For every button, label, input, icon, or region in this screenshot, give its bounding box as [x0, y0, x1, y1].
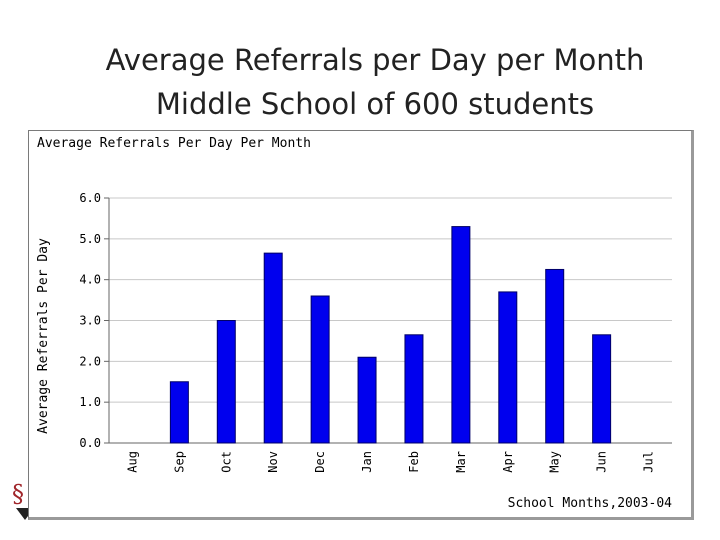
- slide-title: Average Referrals per Day per Month Midd…: [0, 38, 720, 126]
- bar-jun: [592, 334, 612, 444]
- bar-feb: [404, 334, 424, 444]
- bar-mar: [451, 226, 471, 444]
- bar-jan: [357, 356, 377, 444]
- y-tick-label: 3.0: [79, 314, 101, 328]
- bar-apr: [498, 291, 518, 444]
- y-tick-label: 2.0: [79, 354, 101, 368]
- x-tick-label: May: [548, 451, 562, 473]
- bar-dec: [310, 295, 330, 444]
- bar-chart: Average Referrals Per Day Per Month Aver…: [36, 136, 673, 511]
- x-tick-label: Jun: [595, 451, 609, 473]
- y-tick-label: 4.0: [79, 273, 101, 287]
- x-tick-label: Sep: [172, 451, 186, 473]
- x-axis-label: School Months,2003-04: [508, 496, 673, 511]
- x-tick-label: Apr: [501, 451, 515, 473]
- x-tick-label: Oct: [219, 451, 233, 473]
- bar-may: [545, 268, 565, 444]
- chart-frame: Average Referrals Per Day Per Month Aver…: [28, 130, 694, 520]
- x-tick-label: Nov: [266, 451, 280, 473]
- y-tick-label: 5.0: [79, 232, 101, 246]
- x-tick-label: Jul: [642, 451, 656, 473]
- y-axis-label: Average Referrals Per Day: [36, 238, 51, 434]
- slide-title-line2: Middle School of 600 students: [155, 87, 595, 121]
- x-tick-label: Mar: [454, 451, 468, 473]
- chart-title: Average Referrals Per Day Per Month: [37, 136, 311, 151]
- svg-text:§: §: [12, 480, 24, 508]
- bar-oct: [216, 320, 236, 444]
- x-tick-label: Aug: [125, 451, 139, 473]
- y-tick-label: 0.0: [79, 436, 101, 450]
- bar-nov: [263, 252, 283, 444]
- x-tick-label: Feb: [407, 451, 421, 473]
- y-tick-label: 1.0: [79, 395, 101, 409]
- bar-sep: [169, 381, 189, 444]
- x-tick-label: Jan: [360, 451, 374, 473]
- y-tick-label: 6.0: [79, 191, 101, 205]
- plot-area: 0.0 1.0 2.0 3.0 4.0 5.0 6.0 Aug Sep Oct Nov Dec Jan F…: [79, 191, 672, 473]
- x-tick-label: Dec: [313, 451, 327, 473]
- slide-title-line1: Average Referrals per Day per Month: [105, 43, 645, 77]
